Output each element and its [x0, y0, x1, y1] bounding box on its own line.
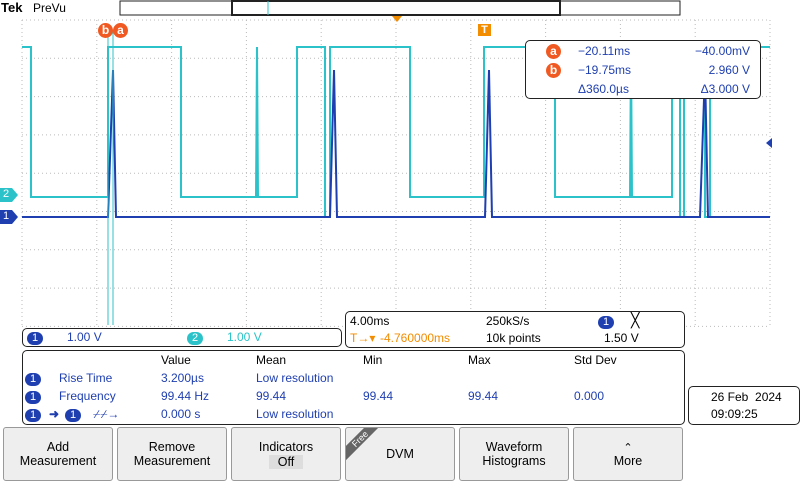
source-chip: 1: [25, 373, 42, 386]
measurement-mean: Low resolution: [256, 407, 334, 421]
measurement-min: 99.44: [363, 389, 394, 403]
source-chip: 1: [25, 391, 42, 404]
measurement-name: Frequency: [59, 389, 116, 403]
measurement-max: 99.44: [468, 389, 499, 403]
button[interactable]: Remove Measurement: [117, 427, 227, 481]
datetime: 26 Feb 2024 09:09:25: [688, 386, 800, 425]
trigger-slope-icon: ╳: [631, 312, 640, 328]
button[interactable]: Free DVM: [345, 427, 455, 481]
target-chip: 1: [65, 409, 82, 422]
view-window: [231, 0, 561, 16]
cursor-time: −19.75ms: [578, 63, 632, 77]
cursor-id: a: [546, 44, 561, 59]
ch-scale: 1.00 V: [227, 330, 262, 344]
delta-volt: Δ3.000 V: [700, 82, 750, 96]
measurement-std-dev: 0.000: [574, 389, 605, 403]
cursor-id: b: [546, 63, 561, 78]
source-chip: 1: [25, 409, 42, 422]
time: 09:09:25: [711, 407, 758, 421]
graticule: [21, 19, 771, 327]
column-header: Std Dev: [574, 353, 617, 367]
column-header: Mean: [256, 353, 287, 367]
arrow-icon: ➜: [49, 407, 60, 421]
measurement-panel[interactable]: Value Mean Min Max Std Dev 1 Rise Time 3.200µs L…: [22, 350, 685, 425]
measurement-value: 3.200µs: [161, 371, 204, 385]
button-label: More: [613, 453, 643, 468]
ch1-marker-shape: [0, 210, 18, 224]
ch2-marker: 2: [3, 188, 10, 200]
row-source: 1: [25, 389, 42, 404]
mode: PreVu: [33, 1, 66, 15]
column-header: Value: [161, 353, 191, 367]
delta-time: Δ360.0µs: [578, 82, 629, 96]
button-label: Indicators: [258, 439, 314, 454]
more-icon: ⌃: [623, 441, 633, 454]
button[interactable]: Indicators Off: [231, 427, 341, 481]
cursor-marker: b: [98, 23, 113, 38]
button-label: Measurement: [19, 454, 97, 468]
trigger-marker: T: [478, 24, 491, 36]
button-label: DVM: [386, 447, 414, 461]
trigger-delay: -4.760000ms: [380, 331, 451, 345]
measurement-mean: Low resolution: [256, 371, 334, 385]
record-length: 10k points: [486, 331, 541, 345]
button-label: Off: [269, 454, 303, 469]
button[interactable]: ⌃ More: [573, 427, 683, 481]
cursor-time: −20.11ms: [578, 44, 631, 58]
cursor-volt: −40.00mV: [694, 44, 750, 58]
column-header: Min: [363, 353, 383, 367]
center-marker: [392, 16, 402, 22]
column-header: Max: [468, 353, 491, 367]
record-bar: [119, 0, 681, 16]
brand: Tek: [1, 0, 23, 15]
ch-id: 1: [27, 332, 44, 345]
trigger-level: 1.50 V: [604, 331, 639, 345]
ch2-marker-shape: [0, 188, 18, 202]
measurement-name: Rise Time: [59, 371, 113, 385]
row-source: 1: [25, 371, 42, 386]
phase-icon: ⌿⌿→: [93, 407, 120, 421]
row-source: 1: [25, 407, 42, 422]
ch1-marker: 1: [3, 210, 10, 222]
sample-rate: 250kS/s: [486, 314, 530, 328]
date: 26 Feb 2024: [711, 390, 782, 404]
trigger-source: 1: [598, 316, 615, 329]
cursor-row: a: [546, 44, 561, 59]
ch-id: 2: [187, 332, 204, 345]
cursor-volt: 2.960 V: [708, 63, 750, 77]
row-target: 1: [65, 407, 82, 422]
time-scale: 4.00ms: [350, 314, 390, 328]
button[interactable]: Add Measurement: [3, 427, 113, 481]
button[interactable]: Waveform Histograms: [459, 427, 569, 481]
cursor-readout: a −20.11ms −40.00mV b −19.75ms 2.960 V Δ…: [525, 40, 761, 99]
button-label: Histograms: [482, 454, 546, 468]
cursor-marker: a: [113, 23, 128, 38]
timebase[interactable]: 4.00ms 250kS/s 1 ╳ T→▾ -4.760000ms 10k p…: [345, 311, 685, 348]
button-label: Remove: [148, 440, 196, 454]
trigger-level-marker: [766, 138, 772, 148]
measurement-value: 99.44 Hz: [161, 389, 210, 403]
button-label: Add: [46, 440, 70, 454]
measurement-value: 0.000 s: [161, 407, 201, 421]
ch-scale: 1.00 V: [67, 330, 102, 344]
button-label: Waveform: [485, 440, 543, 454]
trigger-delay-icon: T→▾: [350, 331, 376, 345]
channel-bar[interactable]: 1 1.00 V 2 1.00 V: [22, 328, 342, 347]
measurement-mean: 99.44: [256, 389, 287, 403]
button-label: Measurement: [133, 454, 211, 468]
